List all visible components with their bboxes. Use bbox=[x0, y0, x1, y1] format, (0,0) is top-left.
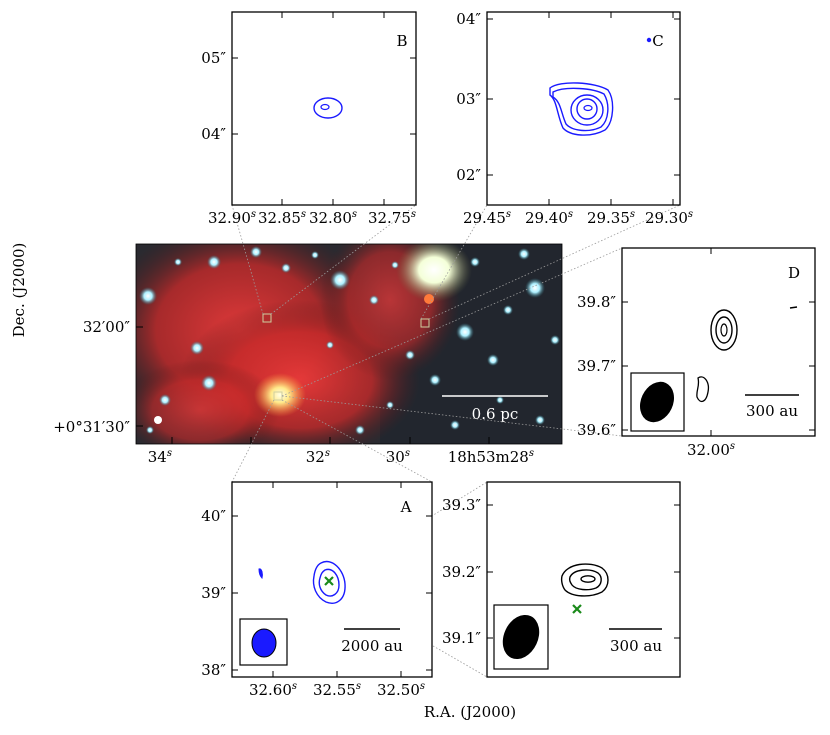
beam-d-icon bbox=[639, 381, 675, 423]
main-image-frame bbox=[135, 243, 563, 445]
beam-dot-icon bbox=[154, 416, 162, 424]
contour-c-3 bbox=[570, 94, 604, 126]
contour-d-outer bbox=[710, 309, 738, 351]
panel-d: 300 au D 39.8″ 39.7″ 39.6″ 32.00s bbox=[577, 247, 816, 459]
panel-b-ytick-0: 05″ bbox=[201, 49, 226, 67]
contour-d-inner bbox=[720, 323, 728, 337]
contour-c-5 bbox=[583, 104, 593, 112]
main-xtick-1: 32s bbox=[306, 448, 330, 466]
panel-b-xtick-2: 32.80s bbox=[309, 209, 357, 227]
marker-az-cross-icon bbox=[572, 604, 582, 614]
panel-c-xtick-1: 29.40s bbox=[525, 209, 573, 227]
contour-c-1 bbox=[549, 82, 614, 136]
panel-d-ytick-0: 39.8″ bbox=[577, 293, 616, 311]
contour-c-4 bbox=[576, 98, 598, 120]
panel-a-ytick-0: 40″ bbox=[201, 507, 226, 525]
panel-c: C 04″ 03″ 02″ 29.45s 29.40s 29.35s 29.30… bbox=[456, 10, 693, 227]
panel-az-ytick-2: 39.1″ bbox=[442, 629, 481, 647]
panel-a: 2000 au A 40″ 39″ 38″ 32.60s 32.55s 32.5… bbox=[201, 481, 433, 699]
contour-c-2 bbox=[552, 87, 609, 132]
contour-d-mark bbox=[789, 306, 798, 309]
panel-a-ytick-1: 39″ bbox=[201, 584, 226, 602]
panel-a-xtick-0: 32.60s bbox=[249, 681, 297, 699]
panel-b-xtick-3: 32.75s bbox=[368, 209, 416, 227]
panel-a-xtick-1: 32.55s bbox=[313, 681, 361, 699]
contour-az-outer bbox=[560, 563, 609, 597]
contour-c-dot bbox=[646, 37, 652, 43]
contour-a-outer bbox=[312, 560, 346, 604]
panel-b-xtick-1: 32.85s bbox=[258, 209, 306, 227]
panel-d-letter: D bbox=[788, 264, 800, 282]
panel-c-ytick-1: 03″ bbox=[456, 90, 481, 108]
panel-c-xtick-3: 29.30s bbox=[645, 209, 693, 227]
scalebar-az-label: 300 au bbox=[610, 637, 662, 655]
panel-c-xtick-0: 29.45s bbox=[463, 209, 511, 227]
region-box-c bbox=[420, 318, 430, 328]
panel-c-letter: C bbox=[652, 32, 663, 50]
main-xtick-0: 34s bbox=[148, 448, 172, 466]
contour-a-inner bbox=[318, 568, 340, 597]
panel-d-ytick-1: 39.7″ bbox=[577, 357, 616, 375]
main-image-ticks bbox=[136, 326, 490, 444]
panel-a-ytick-2: 38″ bbox=[201, 661, 226, 679]
panel-b-xtick-0: 32.90s bbox=[208, 209, 256, 227]
contour-d-blob bbox=[696, 376, 710, 403]
panel-az-ytick-1: 39.2″ bbox=[442, 563, 481, 581]
panel-a-zoom: 300 au 39.3″ 39.2″ 39.1″ bbox=[442, 481, 681, 678]
x-axis-label: R.A. (J2000) bbox=[424, 703, 516, 721]
contour-az-mid bbox=[568, 569, 602, 591]
panel-c-ytick-0: 04″ bbox=[456, 10, 481, 28]
main-ytick-0: 32′00″ bbox=[83, 318, 131, 336]
contour-b-inner bbox=[320, 103, 330, 111]
panel-a-letter: A bbox=[400, 498, 412, 516]
panel-b-ytick-1: 04″ bbox=[201, 125, 226, 143]
contour-d-mid bbox=[715, 316, 733, 344]
main-ytick-1: +0°31′30″ bbox=[53, 418, 130, 436]
beam-az-icon bbox=[502, 614, 540, 660]
contour-a-spot bbox=[258, 568, 263, 579]
scalebar-main-label: 0.6 pc bbox=[472, 405, 519, 423]
contour-az-inner bbox=[580, 575, 596, 583]
panel-b-letter: B bbox=[396, 32, 407, 50]
marker-a-cross-icon bbox=[324, 576, 334, 586]
beam-a-icon bbox=[251, 628, 277, 658]
panel-d-xtick-0: 32.00s bbox=[687, 441, 735, 459]
panel-c-ytick-2: 02″ bbox=[456, 166, 481, 184]
region-box-b bbox=[262, 313, 272, 323]
panel-c-xtick-2: 29.35s bbox=[587, 209, 635, 227]
panel-b: B 05″ 04″ 32.90s 32.85s 32.80s 32.75s bbox=[201, 11, 417, 227]
panel-a-xtick-2: 32.50s bbox=[377, 681, 425, 699]
contour-b-outer bbox=[313, 97, 343, 119]
main-xtick-3: 18h53m28s bbox=[448, 448, 534, 466]
panel-az-ytick-0: 39.3″ bbox=[442, 496, 481, 514]
scalebar-d-label: 300 au bbox=[746, 402, 798, 420]
main-xtick-2: 30s bbox=[386, 448, 410, 466]
main-image bbox=[136, 244, 562, 444]
scalebar-a-label: 2000 au bbox=[341, 637, 403, 655]
y-axis-label: Dec. (J2000) bbox=[10, 243, 28, 338]
panel-d-ytick-2: 39.6″ bbox=[577, 421, 616, 439]
